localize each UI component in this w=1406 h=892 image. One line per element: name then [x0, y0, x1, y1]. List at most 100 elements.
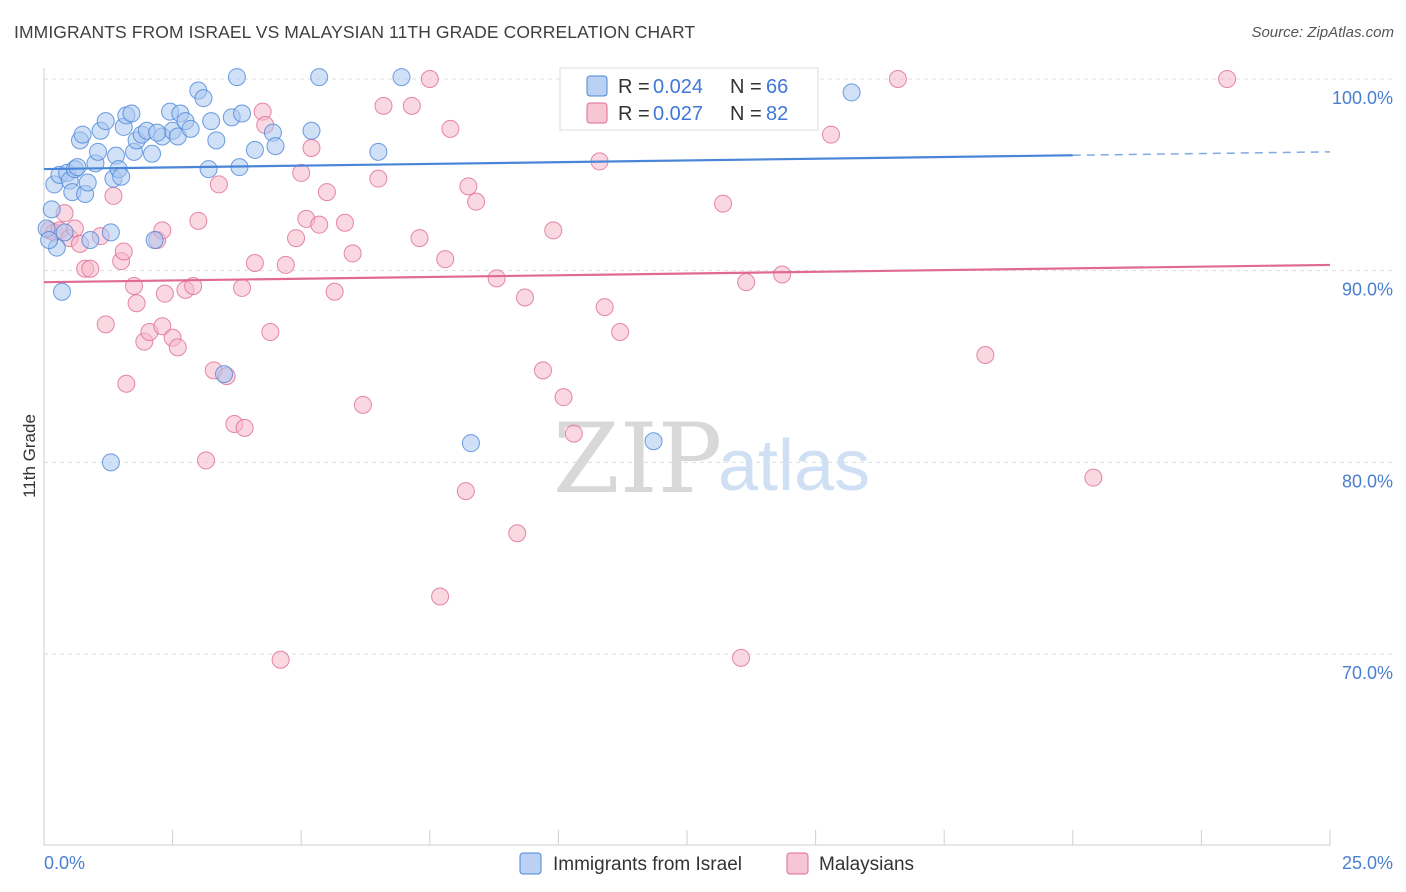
israel-point: [73, 125, 92, 144]
israel-point: [215, 365, 234, 384]
malaysians-point: [888, 70, 907, 88]
source-label: Source: ZipAtlas.com: [1251, 24, 1394, 41]
legend-swatch-pink: [586, 102, 608, 124]
israel-point: [202, 112, 221, 131]
israel-point: [194, 89, 213, 108]
malaysians-point: [184, 277, 203, 295]
malaysians-point: [822, 125, 841, 144]
y-tick-label: 90.0%: [1342, 280, 1393, 300]
legend-r-label-1: R =: [618, 76, 650, 98]
malaysians-point: [595, 298, 614, 317]
series-malaysians-points: [40, 70, 1237, 669]
y-tick-label: 80.0%: [1342, 471, 1393, 491]
malaysians-point: [508, 524, 527, 543]
legend-label-israel: Immigrants from Israel: [553, 854, 742, 875]
legend-n-label-2: N =: [730, 103, 762, 125]
malaysians-point: [325, 282, 344, 301]
israel-trend-line: [43, 154, 1073, 171]
malaysians-point: [564, 424, 583, 443]
legend-label-malaysians: Malaysians: [819, 854, 914, 875]
malaysians-point: [153, 317, 172, 336]
x-axis-ticks: [172, 830, 1331, 845]
israel-point: [40, 231, 59, 249]
series-legend: Immigrants from Israel Malaysians: [519, 852, 914, 875]
malaysians-point: [732, 648, 751, 667]
israel-point: [89, 142, 108, 161]
malaysians-point: [189, 211, 208, 230]
legend-swatch-israel: [519, 852, 542, 875]
malaysians-point: [976, 346, 995, 364]
legend-n-value-1: 66: [766, 76, 788, 98]
legend-r-label-2: R =: [618, 103, 650, 125]
malaysians-point: [554, 388, 573, 407]
malaysians-point: [127, 294, 146, 313]
malaysians-point: [374, 96, 393, 115]
malaysians-point: [155, 284, 174, 303]
legend-n-label-1: N =: [730, 76, 762, 98]
legend-r-value-1: 0.024: [653, 76, 703, 98]
israel-point: [112, 167, 131, 186]
legend-swatch-blue: [586, 75, 608, 97]
israel-point: [42, 200, 61, 219]
y-tick-labels: 70.0% 80.0% 90.0% 100.0%: [1332, 88, 1393, 683]
y-tick-label: 70.0%: [1342, 663, 1393, 683]
israel-point: [53, 282, 72, 301]
trend-lines: [43, 151, 1331, 284]
israel-point: [148, 123, 167, 142]
malaysians-point: [197, 451, 216, 470]
malaysians-point: [1218, 70, 1237, 88]
stats-legend: R = 0.024 N = 66 R = 0.027 N = 82: [559, 67, 819, 131]
malaysians-point: [335, 213, 354, 232]
israel-point: [310, 68, 329, 87]
malaysians-point: [487, 269, 506, 288]
israel-point: [392, 68, 411, 87]
malaysians-point: [544, 221, 563, 240]
israel-point: [245, 140, 264, 159]
malaysians-point: [276, 255, 295, 274]
israel-point: [78, 173, 97, 192]
watermark-zip: ZIP: [553, 403, 722, 515]
malaysians-point: [737, 273, 756, 292]
malaysians-point: [261, 323, 280, 341]
malaysians-point: [233, 278, 252, 297]
malaysians-point: [714, 194, 733, 213]
malaysians-point: [431, 587, 450, 606]
malaysians-point: [420, 70, 439, 88]
israel-point: [143, 144, 162, 163]
malaysians-point: [104, 186, 123, 205]
watermark: ZIP atlas: [553, 403, 870, 515]
malaysians-point: [611, 323, 630, 341]
malaysians-point: [467, 192, 486, 211]
israel-point: [207, 131, 226, 150]
israel-point: [644, 432, 663, 451]
malaysians-point: [271, 650, 290, 669]
malaysians-point: [773, 265, 792, 284]
malaysians-point: [114, 242, 133, 261]
malaysians-point: [292, 163, 311, 182]
malaysians-point: [456, 482, 475, 501]
malaysians-point: [209, 175, 228, 194]
malaysians-point: [343, 244, 362, 263]
malaysians-point: [245, 254, 264, 272]
malaysians-point: [235, 418, 254, 437]
legend-n-value-2: 82: [766, 103, 788, 125]
israel-point: [227, 68, 246, 87]
legend-r-value-2: 0.027: [653, 103, 703, 125]
y-tick-label: 100.0%: [1332, 88, 1393, 108]
malaysians-point: [402, 96, 421, 115]
malaysians-point: [310, 215, 329, 234]
israel-point: [181, 119, 200, 138]
israel-trend-extension: [1072, 151, 1331, 157]
israel-point: [233, 104, 252, 123]
malaysians-point: [81, 259, 100, 278]
israel-point: [369, 142, 388, 161]
malaysians-point: [302, 139, 321, 157]
malaysians-point: [441, 119, 460, 138]
israel-point: [122, 104, 141, 123]
israel-point: [55, 223, 74, 242]
malaysians-point: [287, 229, 306, 248]
malaysians-point: [96, 315, 115, 334]
watermark-atlas: atlas: [718, 426, 870, 506]
malaysians-point: [436, 250, 455, 269]
